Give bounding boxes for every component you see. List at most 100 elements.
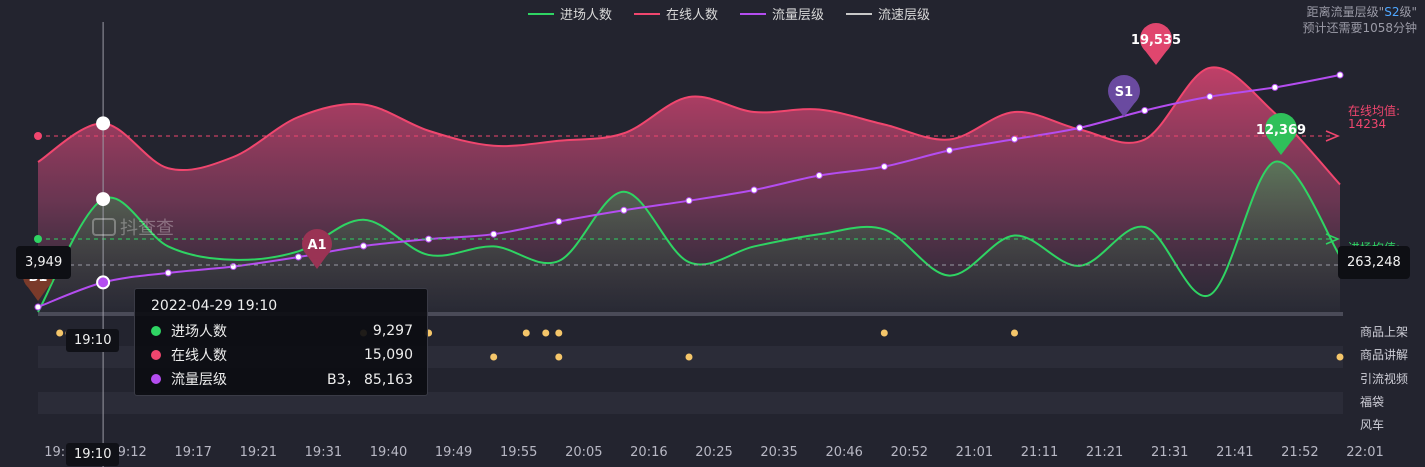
- tooltip-dot: [151, 374, 161, 384]
- right-value-box: 263,248: [1338, 246, 1410, 279]
- x-tick-label: 21:01: [956, 445, 993, 460]
- x-tick-label: 20:25: [695, 445, 732, 460]
- x-axis-ticks: 19:09 19:12 19:17 19:21 19:31 19:40 19:49 19:55…: [44, 445, 1383, 460]
- x-tick-label: 22:01: [1346, 445, 1383, 460]
- legend-label: 流量层级: [772, 8, 825, 23]
- legend: 进场人数 在线人数 流量层级 流速层级: [528, 4, 930, 23]
- x-tick-label: 19:49: [435, 445, 472, 460]
- entry-area: [38, 161, 1340, 312]
- tooltip-row: 在线人数 15,090: [151, 345, 413, 365]
- traffic-level-point: [34, 303, 42, 311]
- tooltip-value: B3， 85,163: [327, 372, 413, 388]
- cursor-point: [96, 192, 111, 207]
- reference-start-dot: [34, 235, 42, 243]
- tooltip-dot: [151, 326, 161, 336]
- traffic-level-point: [1271, 83, 1279, 91]
- marker-label: S1: [1115, 85, 1133, 100]
- legend-item-flow-level[interactable]: 流速层级: [846, 4, 930, 23]
- event-dot[interactable]: [56, 329, 64, 337]
- x-tick-label: 19:31: [305, 445, 342, 460]
- marker-label: A1: [307, 238, 326, 253]
- tooltip-dot: [151, 350, 161, 360]
- legend-item-traffic-level[interactable]: 流量层级: [740, 4, 824, 23]
- tooltip-row: 流量层级 B3， 85,163: [151, 369, 413, 389]
- event-dot[interactable]: [555, 353, 563, 361]
- event-dot[interactable]: [1336, 353, 1344, 361]
- reference-arrow: [1325, 233, 1340, 245]
- event-dot[interactable]: [490, 353, 498, 361]
- marker-pin[interactable]: 12,369: [1256, 113, 1306, 155]
- event-dot[interactable]: [522, 329, 530, 337]
- tooltip-title: 2022-04-29 19:10: [151, 298, 278, 314]
- tooltip-label: 流量层级: [171, 372, 227, 388]
- event-dot[interactable]: [542, 329, 550, 337]
- stage-info: 距离流量层级"S2级" 预计还需要1058分钟: [1302, 4, 1417, 36]
- marker-pin[interactable]: S1: [1108, 75, 1140, 117]
- traffic-level-point: [1076, 124, 1084, 132]
- x-tick-label: 19:40: [370, 445, 407, 460]
- reference-value: 14234: [1348, 117, 1386, 131]
- traffic-level-point: [490, 230, 498, 238]
- stage-prefix: 距离流量层级": [1306, 5, 1385, 19]
- legend-label: 流速层级: [878, 8, 931, 23]
- tooltip-label: 在线人数: [171, 348, 227, 364]
- traffic-level-point: [360, 242, 367, 250]
- x-tick-label: 21:31: [1151, 445, 1188, 460]
- event-dot[interactable]: [880, 329, 888, 337]
- plot-baseline: [38, 312, 1343, 316]
- tooltip-value: 15,090: [364, 347, 413, 363]
- event-row-label: 商品上架: [1360, 325, 1409, 339]
- x-tick-label: 20:16: [630, 445, 667, 460]
- traffic-level-point: [620, 206, 628, 214]
- x-tick-label: 19:55: [500, 445, 537, 460]
- x-tick-label: 21:11: [1021, 445, 1058, 460]
- marker-label: 12,369: [1256, 123, 1306, 138]
- legend-label: 在线人数: [666, 8, 719, 23]
- traffic-level-point: [555, 217, 563, 225]
- x-tick-label: 20:52: [891, 445, 928, 460]
- reference-start-dot: [34, 132, 42, 140]
- traffic-level-point: [1011, 135, 1018, 143]
- legend-swatch: [634, 12, 661, 15]
- tooltip: 2022-04-29 19:10 进场人数 9,297 在线人数 15,090 流量…: [134, 288, 428, 396]
- x-tick-label: 20:46: [825, 445, 862, 460]
- x-tick-label: 19:21: [240, 445, 277, 460]
- traffic-level-point: [1206, 93, 1214, 101]
- event-row-label: 引流视频: [1360, 372, 1409, 386]
- traffic-level-points: [34, 71, 1344, 311]
- cursor-point: [96, 275, 111, 290]
- x-tick-label: 21:21: [1086, 445, 1123, 460]
- tooltip-label: 进场人数: [171, 324, 227, 340]
- reference-label: 在线均值:: [1348, 103, 1400, 118]
- x-tick-label: 20:35: [760, 445, 797, 460]
- event-row-label: 福袋: [1360, 395, 1385, 409]
- event-row-band: [38, 392, 1343, 414]
- stage-level: S2: [1384, 5, 1400, 19]
- tooltip-row: 进场人数 9,297: [151, 321, 413, 341]
- traffic-level-point: [164, 269, 172, 277]
- tooltip-value: 9,297: [372, 323, 413, 339]
- watermark: 抖查查: [92, 214, 174, 240]
- event-dot[interactable]: [555, 329, 563, 337]
- x-tick-label: 21:52: [1281, 445, 1318, 460]
- watermark-icon: [92, 218, 116, 236]
- legend-item-online[interactable]: 在线人数: [634, 4, 718, 23]
- event-dot[interactable]: [1011, 329, 1018, 337]
- marker-label: 19,535: [1131, 33, 1181, 48]
- legend-label: 进场人数: [560, 8, 613, 23]
- x-tick-label: 19:17: [174, 445, 211, 460]
- traffic-level-point: [945, 146, 953, 154]
- legend-swatch: [740, 12, 767, 15]
- legend-item-entry[interactable]: 进场人数: [528, 4, 612, 23]
- traffic-level-point: [880, 163, 888, 171]
- stage-eta: 预计还需要1058分钟: [1302, 21, 1417, 35]
- marker-pin[interactable]: 19,535: [1131, 23, 1181, 65]
- cursor-label-mid: 19:10: [66, 329, 120, 352]
- legend-swatch: [528, 12, 554, 15]
- traffic-level-point: [815, 172, 823, 180]
- event-dot[interactable]: [685, 353, 693, 361]
- x-tick-label: 20:05: [565, 445, 602, 460]
- marker-pin[interactable]: A1: [302, 229, 332, 269]
- event-row-label: 商品讲解: [1360, 348, 1409, 362]
